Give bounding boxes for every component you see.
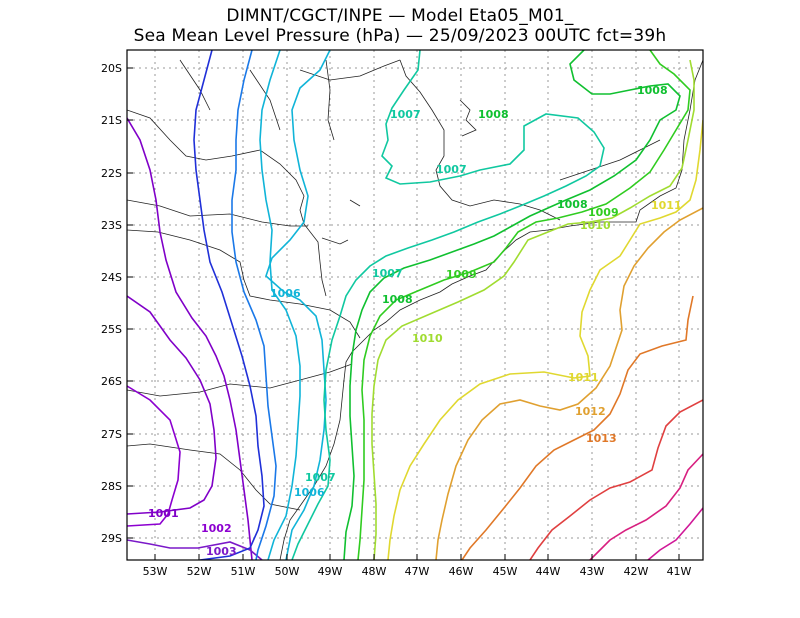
isobar-1002 bbox=[127, 385, 181, 527]
lat-tick-label: 29S bbox=[101, 532, 122, 545]
lon-tick-label: 43W bbox=[580, 565, 605, 578]
isobar-1001b bbox=[127, 295, 217, 515]
isobar-1006b bbox=[265, 50, 331, 560]
lon-tick-label: 45W bbox=[493, 565, 518, 578]
contour-label: 1011 bbox=[651, 199, 682, 212]
chart-title-line2: Sea Mean Level Pressure (hPa) — 25/09/20… bbox=[133, 26, 667, 46]
coastline-and-borders bbox=[127, 59, 703, 560]
plot-frame bbox=[126, 49, 704, 561]
lat-gridlines bbox=[127, 67, 703, 539]
contour-label: 1007 bbox=[390, 108, 421, 121]
contour-label: 1006 bbox=[294, 486, 325, 499]
contour-label: 1008 bbox=[382, 293, 413, 306]
isobar-1009 bbox=[357, 50, 691, 560]
lon-tick-label: 46W bbox=[449, 565, 474, 578]
isobar-1014 bbox=[529, 399, 703, 560]
lon-tick-label: 44W bbox=[536, 565, 561, 578]
isobar-1010 bbox=[371, 59, 695, 560]
lon-gridlines bbox=[154, 50, 680, 560]
lat-tick-label: 25S bbox=[101, 323, 122, 336]
isobar-1013 bbox=[461, 295, 694, 560]
contour-label: 1012 bbox=[575, 405, 606, 418]
contour-label: 1002 bbox=[201, 522, 232, 535]
isobar-1001 bbox=[127, 117, 253, 560]
isobar-1015 bbox=[589, 453, 703, 560]
lat-axis-labels: 20S 21S 22S 23S 24S 25S 26S 27S 28S 29S bbox=[101, 62, 122, 545]
contour-label: 1007 bbox=[372, 267, 403, 280]
lat-tick-label: 27S bbox=[101, 428, 122, 441]
contour-label: 1001 bbox=[148, 507, 179, 520]
contour-label: 1003 bbox=[206, 545, 237, 558]
lat-tick-label: 26S bbox=[101, 375, 122, 388]
contour-label: 1009 bbox=[446, 268, 477, 281]
contour-label: 1010 bbox=[580, 219, 611, 232]
lon-tick-label: 42W bbox=[624, 565, 649, 578]
lat-tick-label: 21S bbox=[101, 114, 122, 127]
isobars bbox=[127, 50, 703, 560]
lon-tick-label: 53W bbox=[143, 565, 168, 578]
lat-tick-label: 28S bbox=[101, 480, 122, 493]
contour-label: 1007 bbox=[436, 163, 467, 176]
contour-label: 1008 bbox=[557, 198, 588, 211]
contour-label: 1011 bbox=[568, 371, 599, 384]
lat-tick-label: 24S bbox=[101, 271, 122, 284]
lon-tick-label: 50W bbox=[275, 565, 300, 578]
isobar-1011 bbox=[387, 119, 703, 560]
isobar-1007 bbox=[291, 50, 605, 560]
lon-axis-labels: 53W 52W 51W 50W 49W 48W 47W 46W 45W 44W … bbox=[143, 565, 692, 578]
lon-tick-label: 48W bbox=[362, 565, 387, 578]
lat-tick-label: 22S bbox=[101, 167, 122, 180]
lon-tick-label: 47W bbox=[405, 565, 430, 578]
lon-tick-label: 52W bbox=[187, 565, 212, 578]
chart-title-line1: DIMNT/CGCT/INPE — Model Eta05_M01_ bbox=[226, 6, 574, 26]
contour-label: 1008 bbox=[637, 84, 668, 97]
isobar-1012 bbox=[435, 207, 703, 560]
lat-tick-label: 23S bbox=[101, 219, 122, 232]
contour-label: 1008 bbox=[478, 108, 509, 121]
isobar-1004 bbox=[193, 50, 265, 560]
isobar-1005 bbox=[231, 50, 277, 560]
contour-label: 1007 bbox=[305, 471, 336, 484]
isobar-1016 bbox=[647, 507, 703, 560]
isobar-1008 bbox=[343, 50, 681, 560]
lon-tick-label: 51W bbox=[231, 565, 256, 578]
lon-tick-label: 41W bbox=[667, 565, 692, 578]
tick-marks bbox=[127, 67, 680, 560]
lat-tick-label: 20S bbox=[101, 62, 122, 75]
lon-tick-label: 49W bbox=[318, 565, 343, 578]
contour-labels: 1001 1002 1003 1006 1006 1007 1007 1007 … bbox=[148, 84, 682, 558]
isobar-1003 bbox=[127, 539, 263, 560]
contour-label: 1009 bbox=[588, 206, 619, 219]
contour-label: 1006 bbox=[270, 287, 301, 300]
isobar-1006 bbox=[259, 50, 301, 560]
contour-label: 1010 bbox=[412, 332, 443, 345]
contour-label: 1013 bbox=[586, 432, 617, 445]
